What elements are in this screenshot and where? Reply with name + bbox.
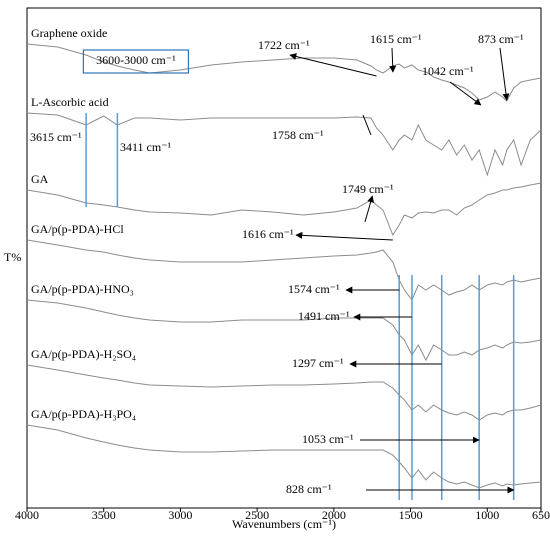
plot-frame bbox=[26, 7, 542, 509]
annotation-arrow bbox=[389, 47, 397, 73]
x-tick-label: 2000 bbox=[322, 508, 346, 522]
annotation-label: 1616 cm⁻¹ bbox=[242, 227, 294, 241]
annotation-label: 3411 cm⁻¹ bbox=[120, 140, 172, 154]
series-label: GA bbox=[31, 172, 49, 186]
x-axis-label: Wavenumbers (cm⁻¹) bbox=[232, 517, 336, 531]
annotation-label: 3615 cm⁻¹ bbox=[30, 130, 82, 144]
annotation-label: 1615 cm⁻¹ bbox=[370, 32, 422, 46]
spectrum-line bbox=[26, 239, 542, 301]
x-tick-label: 3500 bbox=[92, 508, 116, 522]
annotation-arrow bbox=[499, 47, 510, 101]
annotation-label: 828 cm⁻¹ bbox=[286, 482, 332, 496]
spectrum-line bbox=[26, 182, 542, 237]
annotation-label: 1758 cm⁻¹ bbox=[272, 128, 324, 142]
annotation-arrow bbox=[449, 81, 482, 106]
x-tick-label: 1500 bbox=[399, 508, 423, 522]
spectrum-line bbox=[26, 424, 542, 489]
series-label: GA/p(p-PDA)-H₂SO₄ bbox=[31, 347, 136, 361]
y-axis-label: T% bbox=[4, 250, 21, 264]
annotation-label: 1749 cm⁻¹ bbox=[342, 182, 394, 196]
annotation-label: 1491 cm⁻¹ bbox=[298, 309, 350, 323]
spectrum-line bbox=[26, 112, 542, 177]
series-label: Graphene oxide bbox=[31, 26, 107, 40]
annotation-label: 1574 cm⁻¹ bbox=[288, 282, 340, 296]
spectrum-line bbox=[26, 364, 542, 421]
annotation-label: 1042 cm⁻¹ bbox=[422, 64, 474, 78]
region-label: 3600-3000 cm⁻¹ bbox=[96, 53, 176, 67]
region-box bbox=[82, 49, 190, 74]
x-tick-label: 2500 bbox=[245, 508, 269, 522]
annotation-arrow bbox=[295, 231, 393, 241]
spectrum-line bbox=[26, 299, 542, 362]
annotation-arrow bbox=[364, 195, 375, 223]
annotation-label: 873 cm⁻¹ bbox=[478, 32, 524, 46]
annotation-label: 1053 cm⁻¹ bbox=[302, 432, 354, 446]
series-label: GA/p(p-PDA)-H₃PO₄ bbox=[31, 407, 136, 421]
annotation-arrow bbox=[362, 114, 372, 136]
series-label: GA/p(p-PDA)-HCl bbox=[31, 222, 124, 236]
x-tick-label: 4000 bbox=[15, 508, 39, 522]
annotation-label: 1722 cm⁻¹ bbox=[258, 38, 310, 52]
x-tick-label: 1000 bbox=[475, 508, 499, 522]
annotation-arrow bbox=[289, 53, 377, 77]
series-label: L-Ascorbic acid bbox=[31, 95, 109, 109]
x-tick-label: 650 bbox=[532, 508, 550, 522]
series-label: GA/p(p-PDA)-HNO₃ bbox=[31, 282, 134, 296]
x-tick-label: 3000 bbox=[168, 508, 192, 522]
annotation-label: 1297 cm⁻¹ bbox=[292, 356, 344, 370]
